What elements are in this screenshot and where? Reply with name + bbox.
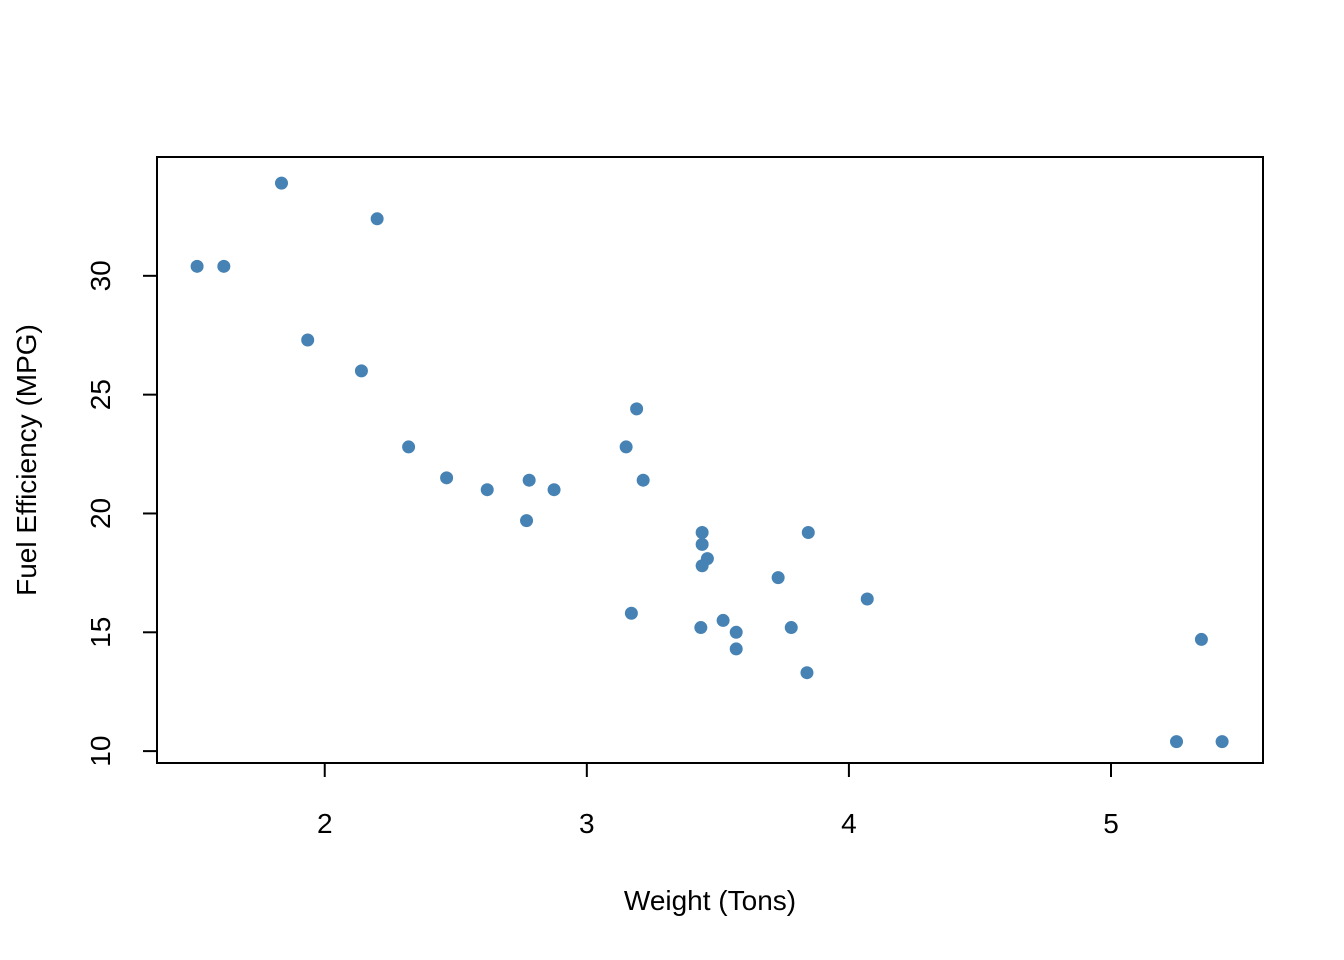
data-point: [695, 525, 709, 539]
data-point: [784, 621, 798, 635]
data-point: [694, 621, 708, 635]
data-point: [771, 571, 785, 585]
data-point: [860, 592, 874, 606]
data-point: [695, 559, 709, 573]
y-tick-label: 15: [85, 617, 116, 648]
data-point: [402, 440, 416, 454]
data-point: [370, 212, 384, 226]
x-tick-label: 3: [579, 808, 595, 839]
data-point: [801, 525, 815, 539]
x-tick-label: 2: [317, 808, 333, 839]
data-point: [301, 333, 315, 347]
data-point: [1215, 735, 1229, 749]
y-axis-title: Fuel Efficiency (MPG): [11, 324, 42, 596]
x-axis-title: Weight (Tons): [624, 885, 796, 916]
data-point: [547, 483, 561, 497]
data-point: [354, 364, 368, 378]
data-point: [619, 440, 633, 454]
data-point: [522, 473, 536, 487]
data-point: [480, 483, 494, 497]
data-point: [1194, 632, 1208, 646]
plot-frame: [156, 156, 1264, 764]
data-point: [729, 625, 743, 639]
y-tick-label: 20: [85, 498, 116, 529]
data-point: [440, 471, 454, 485]
data-point: [716, 613, 730, 627]
data-point: [1170, 735, 1184, 749]
data-point: [274, 176, 288, 190]
data-point: [695, 537, 709, 551]
data-point: [190, 259, 204, 273]
y-tick-label: 10: [85, 736, 116, 767]
y-axis: 10 15 20 25 30: [85, 260, 158, 767]
data-points: [190, 176, 1229, 749]
y-tick-label: 30: [85, 260, 116, 291]
data-point: [520, 514, 534, 528]
x-tick-label: 5: [1103, 808, 1119, 839]
data-point: [624, 606, 638, 620]
y-tick-label: 25: [85, 379, 116, 410]
data-point: [217, 259, 231, 273]
x-tick-label: 4: [841, 808, 857, 839]
data-point: [729, 642, 743, 656]
data-point: [630, 402, 644, 416]
data-point: [636, 473, 650, 487]
x-axis: 2 3 4 5: [317, 762, 1119, 839]
data-point: [800, 666, 814, 680]
